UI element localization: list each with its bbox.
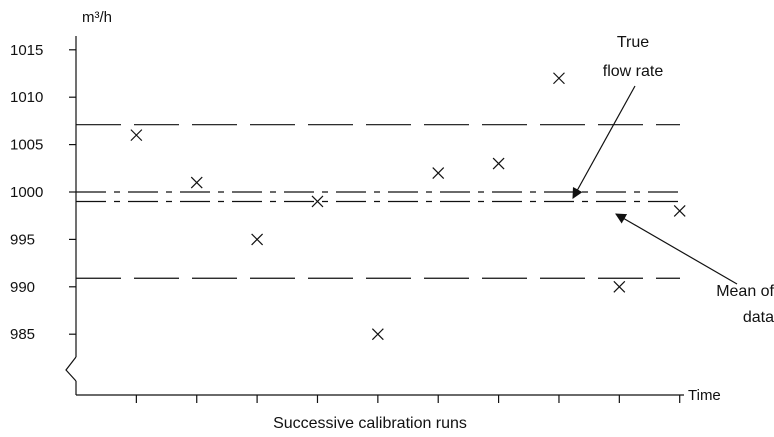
axis-break-icon [65,356,77,382]
data-point [432,167,445,179]
y-tick-label: 1015 [10,42,43,59]
y-tick-label: 990 [10,279,35,296]
annotation-mean-of-data-line2: data [743,309,774,326]
annotation-true-flow-rate-line1: True [617,34,649,51]
data-point [130,129,143,142]
data-point [371,328,384,341]
data-point [673,205,686,217]
data-point [190,176,203,189]
data-point [613,280,626,293]
x-ticks [135,395,681,403]
x-axis-title: Successive calibration runs [273,415,467,432]
y-tick-label: 1010 [10,89,43,106]
data-point [311,195,324,208]
y-tick-label: 1000 [10,184,43,201]
data-points [130,72,686,341]
data-point [251,233,264,246]
annotation-mean-of-data-line1: Mean of [716,283,774,300]
reference-lines [76,124,680,279]
data-point [553,72,565,85]
data-point [492,157,505,170]
annotation-true-flow-rate-line2: flow rate [603,63,664,80]
x-end-label: Time [688,387,721,404]
annotation-true-flow-rate-arrow [572,85,636,199]
y-unit-label: m³/h [82,9,112,26]
y-tick-label: 985 [10,326,35,343]
y-tick-label: 995 [10,231,35,248]
annotation-mean-of-data-arrow [615,213,738,285]
y-tick-label: 1005 [10,137,43,154]
y-ticks: 1015 1010 1005 1000 995 990 985 [10,42,76,343]
